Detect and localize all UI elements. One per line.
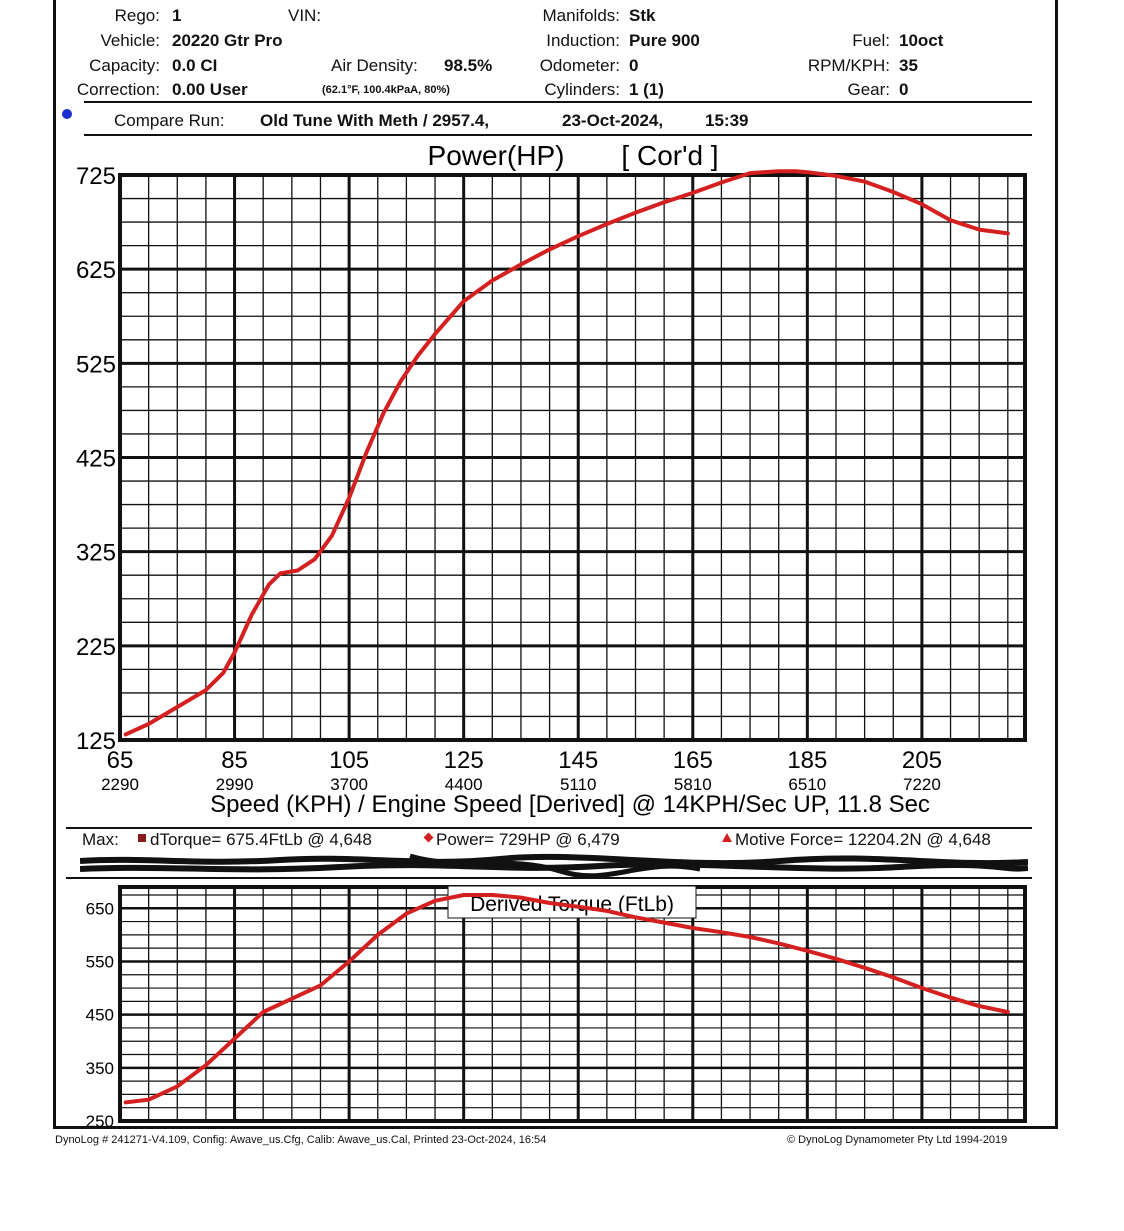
compare-run-name: Old Tune With Meth / 2957.4, bbox=[260, 111, 490, 130]
power-x-tick-rpm-label: 5110 bbox=[560, 775, 597, 794]
footer-left: DynoLog # 241271-V4.109, Config: Awave_u… bbox=[55, 1134, 547, 1146]
induction-label: Induction: bbox=[546, 31, 620, 50]
manifolds-label: Manifolds: bbox=[542, 6, 620, 25]
compare-run-time: 15:39 bbox=[705, 111, 749, 130]
torque-marker-icon bbox=[138, 834, 146, 842]
compare-run-label: Compare Run: bbox=[114, 111, 225, 130]
induction-value: Pure 900 bbox=[629, 31, 700, 50]
manifolds-value: Stk bbox=[629, 6, 656, 25]
power-chart-title-suffix: [ Cor'd ] bbox=[621, 140, 718, 171]
air-density-label: Air Density: bbox=[331, 56, 418, 75]
motive-marker-icon bbox=[722, 833, 732, 842]
power-chart-title: Power(HP) bbox=[428, 140, 565, 171]
sheet-frame bbox=[53, 0, 1058, 1129]
rego-value: 1 bbox=[172, 6, 182, 25]
power-x-tick-label: 105 bbox=[329, 747, 369, 774]
power-x-tick-rpm-label: 5810 bbox=[674, 775, 712, 794]
power-y-tick-label: 625 bbox=[76, 257, 116, 284]
max-torque: dTorque= 675.4FtLb @ 4,648 bbox=[150, 830, 372, 850]
rego-label: Rego: bbox=[114, 6, 160, 25]
correction-value: 0.00 User bbox=[172, 80, 248, 99]
max-motive-force: Motive Force= 12204.2N @ 4,648 bbox=[735, 830, 991, 849]
redaction-scribble bbox=[80, 853, 1028, 877]
vehicle-value: 20220 Gtr Pro bbox=[172, 31, 283, 50]
scribble-divider bbox=[66, 877, 1032, 879]
power-x-tick-label: 205 bbox=[902, 747, 942, 774]
power-y-tick-label: 125 bbox=[76, 728, 116, 755]
power-plot-border bbox=[118, 173, 1027, 742]
power-y-tick-label: 325 bbox=[76, 540, 116, 567]
capacity-label: Capacity: bbox=[89, 56, 160, 75]
rpm-kph-value: 35 bbox=[899, 56, 918, 75]
footer-right: © DynoLog Dynamometer Pty Ltd 1994-2019 bbox=[787, 1134, 1008, 1146]
power-x-tick-label: 65 bbox=[107, 747, 134, 774]
fuel-label: Fuel: bbox=[852, 31, 890, 50]
max-divider bbox=[66, 827, 1032, 829]
capacity-value: 0.0 CI bbox=[172, 56, 218, 75]
odometer-value: 0 bbox=[629, 56, 639, 75]
power-y-tick-label: 525 bbox=[76, 351, 116, 378]
power-x-tick-label: 185 bbox=[787, 747, 827, 774]
power-chart: Power(HP) [ Cor'd ] 725 625 525 425 325 225 12… bbox=[76, 140, 1027, 818]
power-x-tick-rpm-label: 7220 bbox=[903, 775, 941, 794]
rpm-kph-label: RPM/KPH: bbox=[807, 56, 890, 75]
vehicle-label: Vehicle: bbox=[100, 31, 160, 50]
power-x-tick-rpm-label: 2990 bbox=[216, 775, 254, 794]
power-x-axis-label: Speed (KPH) / Engine Speed [Derived] @ 1… bbox=[210, 791, 930, 818]
power-y-tick-label: 725 bbox=[76, 163, 116, 190]
gear-label: Gear: bbox=[847, 80, 890, 99]
power-grid bbox=[118, 173, 1025, 742]
compare-divider bbox=[84, 134, 1032, 136]
gear-value: 0 bbox=[899, 80, 909, 99]
power-x-tick-rpm-label: 3700 bbox=[330, 775, 368, 794]
correction-label: Correction: bbox=[76, 80, 160, 99]
odometer-label: Odometer: bbox=[539, 56, 620, 75]
air-density-value: 98.5% bbox=[444, 56, 493, 75]
cylinders-value: 1 (1) bbox=[629, 80, 664, 99]
vin-label: VIN: bbox=[288, 6, 322, 25]
cylinders-label: Cylinders: bbox=[544, 80, 620, 99]
power-x-tick-rpm-label: 2290 bbox=[101, 775, 139, 794]
power-x-tick-label: 125 bbox=[444, 747, 484, 774]
max-power: Power= 729HP @ 6,479 bbox=[436, 830, 620, 849]
fuel-value: 10oct bbox=[899, 31, 944, 50]
max-label: Max: bbox=[82, 830, 119, 849]
header-divider bbox=[84, 101, 1032, 103]
max-torque-text: dTorque= 675.4FtLb @ 4,648 bbox=[150, 830, 372, 849]
power-series-line bbox=[123, 169, 1010, 737]
power-axes: 7256255254253252251256522908529901053700… bbox=[76, 163, 1027, 794]
power-x-tick-rpm-label: 4400 bbox=[445, 775, 483, 794]
power-y-tick-label: 225 bbox=[76, 634, 116, 661]
power-y-tick-label: 425 bbox=[76, 446, 116, 473]
air-conditions: (62.1°F, 100.4kPaA, 80%) bbox=[322, 84, 450, 96]
compare-run-marker-icon bbox=[62, 109, 72, 119]
power-x-tick-rpm-label: 6510 bbox=[788, 775, 826, 794]
power-x-tick-label: 145 bbox=[558, 747, 598, 774]
power-x-tick-label: 85 bbox=[221, 747, 248, 774]
power-x-tick-label: 165 bbox=[673, 747, 713, 774]
compare-run-date: 23-Oct-2024, bbox=[562, 111, 664, 130]
